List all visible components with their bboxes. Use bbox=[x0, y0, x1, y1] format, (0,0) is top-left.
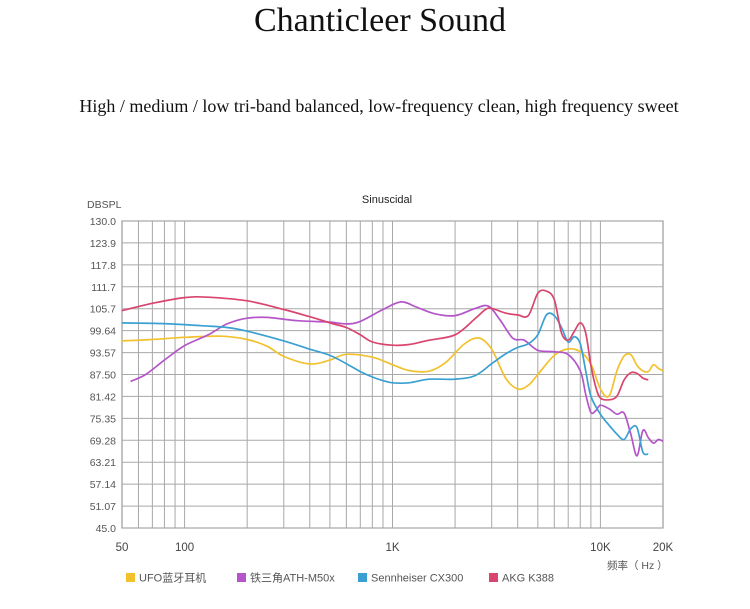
y-tick-label: 57.14 bbox=[90, 479, 116, 491]
x-tick-label: 50 bbox=[116, 542, 129, 554]
y-tick-label: 87.50 bbox=[90, 370, 116, 382]
legend-label: UFO蓝牙耳机 bbox=[139, 571, 206, 585]
series-line-4 bbox=[121, 289, 649, 401]
y-tick-label: 130.0 bbox=[90, 216, 116, 228]
y-tick-label: 111.7 bbox=[91, 282, 116, 294]
y-tick-label: 81.42 bbox=[90, 391, 116, 403]
series-lines bbox=[121, 289, 664, 457]
x-tick-label: 20K bbox=[653, 542, 674, 554]
series-line-2 bbox=[130, 301, 664, 457]
page-title: Chanticleer Sound bbox=[253, 2, 507, 39]
y-tick-label: 117.8 bbox=[91, 260, 117, 272]
x-ticks: 50 100 1K 10K 20K bbox=[116, 542, 674, 554]
y-tick-label: 75.35 bbox=[90, 413, 116, 425]
grid bbox=[121, 220, 664, 529]
y-tick-label: 93.57 bbox=[90, 348, 116, 360]
legend-swatch bbox=[358, 573, 367, 582]
y-tick-label: 123.9 bbox=[90, 238, 116, 250]
series-line-3 bbox=[121, 312, 649, 456]
page-subtitle: High / medium / low tri-band balanced, l… bbox=[79, 96, 679, 116]
legend-swatch bbox=[126, 573, 135, 582]
legend-label: AKG K388 bbox=[502, 573, 554, 585]
x-tick-label: 10K bbox=[590, 542, 611, 554]
y-tick-label: 51.07 bbox=[90, 501, 116, 513]
series-line-1 bbox=[121, 335, 664, 398]
legend: UFO蓝牙耳机 铁三角ATH-M50x Sennheiser CX300 AKG K3… bbox=[126, 571, 554, 585]
y-tick-label: 63.21 bbox=[90, 457, 116, 469]
y-ticks: 130.0 123.9 117.8 111.7 105.7 99.64 93.57 87.50… bbox=[90, 216, 116, 535]
chart-title: Sinuscidal bbox=[362, 194, 412, 206]
y-tick-label: 105.7 bbox=[90, 304, 116, 316]
y-tick-label: 45.0 bbox=[96, 523, 117, 535]
x-tick-label: 100 bbox=[175, 542, 194, 554]
legend-label: Sennheiser CX300 bbox=[371, 573, 463, 585]
y-tick-label: 99.64 bbox=[90, 326, 116, 338]
x-tick-label: 1K bbox=[385, 542, 399, 554]
y-tick-label: 69.28 bbox=[90, 435, 116, 447]
legend-swatch bbox=[237, 573, 246, 582]
x-axis-label: 频率（ Hz ） bbox=[607, 559, 668, 572]
legend-label: 铁三角ATH-M50x bbox=[250, 572, 335, 585]
y-axis-label: DBSPL bbox=[87, 199, 122, 211]
legend-swatch bbox=[489, 573, 498, 582]
